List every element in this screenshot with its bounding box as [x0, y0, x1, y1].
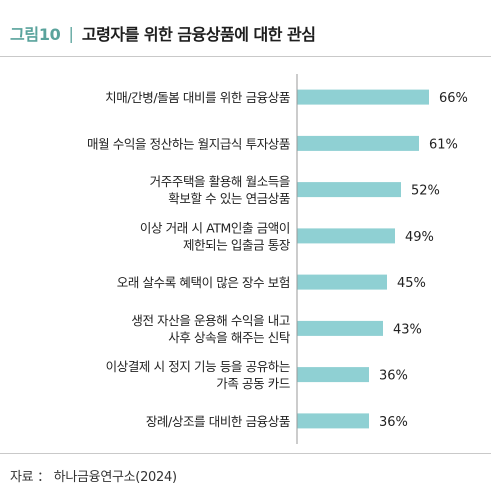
category-label: 거주주택을 활용해 월소득을 — [150, 174, 290, 189]
bar — [297, 274, 387, 290]
chart-title: 고령자를 위한 금융상품에 대한 관심 — [81, 25, 316, 44]
data-label: 52% — [411, 184, 440, 199]
bar — [297, 135, 419, 151]
bar — [297, 89, 429, 105]
category-label: 확보할 수 있는 연금상품 — [168, 191, 290, 206]
data-label: 43% — [393, 322, 422, 337]
category-label: 생전 자산을 운용해 수익을 내고 — [131, 313, 290, 328]
data-label: 36% — [379, 369, 408, 384]
category-label: 장례/상조를 대비한 금융상품 — [146, 414, 290, 429]
data-label: 61% — [429, 137, 458, 152]
category-label: 치매/간병/돌봄 대비를 위한 금융상품 — [105, 90, 290, 105]
data-label: 45% — [397, 276, 426, 291]
data-label: 49% — [405, 230, 434, 245]
source-note: 자료 ： 하나금융연구소(2024) — [10, 470, 177, 485]
category-label: 가족 공동 카드 — [216, 376, 290, 391]
category-label: 제한되는 입출금 통장 — [183, 237, 291, 252]
bar — [297, 320, 383, 336]
figure-label: 그림10 — [10, 25, 61, 44]
bar — [297, 182, 401, 198]
category-label: 사후 상속을 해주는 신탁 — [168, 330, 291, 345]
top-rule — [0, 56, 491, 57]
bar — [297, 228, 395, 244]
bottom-rule — [0, 453, 491, 454]
category-label: 오래 살수록 혜택이 많은 장수 보험 — [117, 275, 290, 290]
data-label: 66% — [439, 91, 468, 106]
figure-header: 그림10 | 고령자를 위한 금융상품에 대한 관심 — [10, 20, 316, 46]
category-label: 매월 수익을 정산하는 월지급식 투자상품 — [87, 136, 290, 151]
bar — [297, 413, 369, 429]
category-label: 이상 거래 시 ATM인출 금액이 — [140, 220, 290, 235]
figure-separator: | — [68, 23, 74, 43]
data-label: 36% — [379, 415, 408, 430]
category-label: 이상결제 시 정지 기능 등을 공유하는 — [106, 359, 290, 374]
bar — [297, 367, 369, 383]
